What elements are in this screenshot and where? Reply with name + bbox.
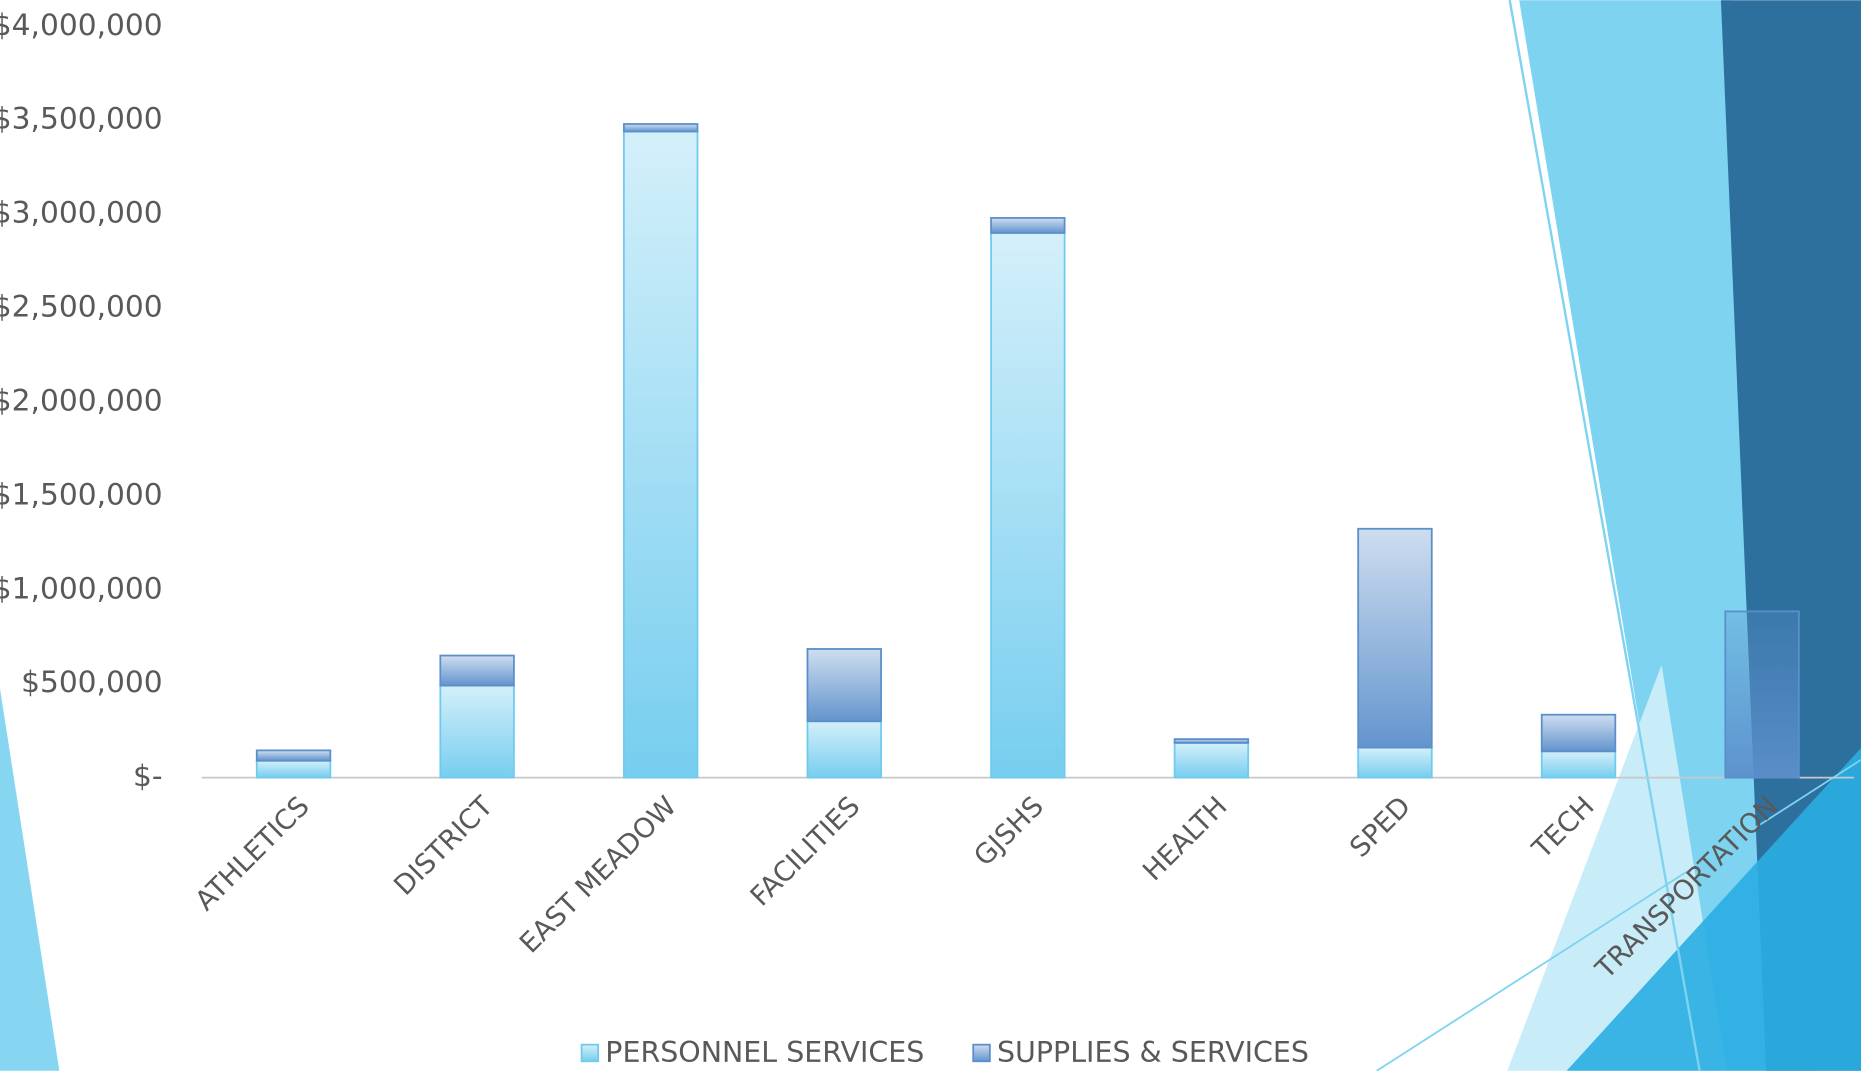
y-tick-label: $500,000 <box>21 664 163 699</box>
y-tick-label: $2,000,000 <box>0 382 163 417</box>
bar-segment <box>806 648 882 723</box>
legend-swatch <box>972 1043 991 1063</box>
y-tick-label: $4,000,000 <box>0 7 163 42</box>
x-tick-label: FACILITIES <box>745 791 867 913</box>
bar-segment <box>806 720 882 779</box>
bar-segment <box>623 123 699 133</box>
bar-segment <box>623 130 699 779</box>
y-tick-label: $- <box>133 758 163 793</box>
bar-segment <box>1724 610 1800 779</box>
y-tick-label: $3,000,000 <box>0 195 163 230</box>
x-tick-label: ATHLETICS <box>190 791 316 917</box>
x-tick-label: GJSHS <box>968 791 1050 873</box>
x-tick-label: TECH <box>1526 791 1601 866</box>
x-tick-label: HEALTH <box>1137 791 1233 887</box>
bar-segment <box>1540 750 1617 779</box>
bar-segment <box>439 654 515 687</box>
bar-segment <box>439 684 515 779</box>
x-tick-label: DISTRICT <box>388 791 499 902</box>
bar-segment <box>990 217 1066 234</box>
legend-swatch <box>580 1043 600 1063</box>
bar-segment <box>1357 527 1433 749</box>
bar-segment <box>1540 713 1617 753</box>
x-tick-label: SPED <box>1344 791 1417 864</box>
bar-segment <box>990 232 1066 779</box>
y-tick-label: $2,500,000 <box>0 289 163 324</box>
bar-segment <box>1173 741 1250 779</box>
legend-label: PERSONNEL SERVICES <box>605 1036 924 1069</box>
y-tick-label: $3,500,000 <box>0 101 163 136</box>
bar-segment <box>255 749 332 762</box>
bar-segment <box>1357 746 1433 779</box>
legend-label: SUPPLIES & SERVICES <box>997 1036 1309 1069</box>
bar-segment <box>1173 738 1250 744</box>
y-tick-label: $1,000,000 <box>0 570 163 605</box>
x-tick-label: EAST MEADOW <box>514 791 683 960</box>
y-tick-label: $1,500,000 <box>0 476 163 511</box>
bar-segment <box>255 759 332 779</box>
